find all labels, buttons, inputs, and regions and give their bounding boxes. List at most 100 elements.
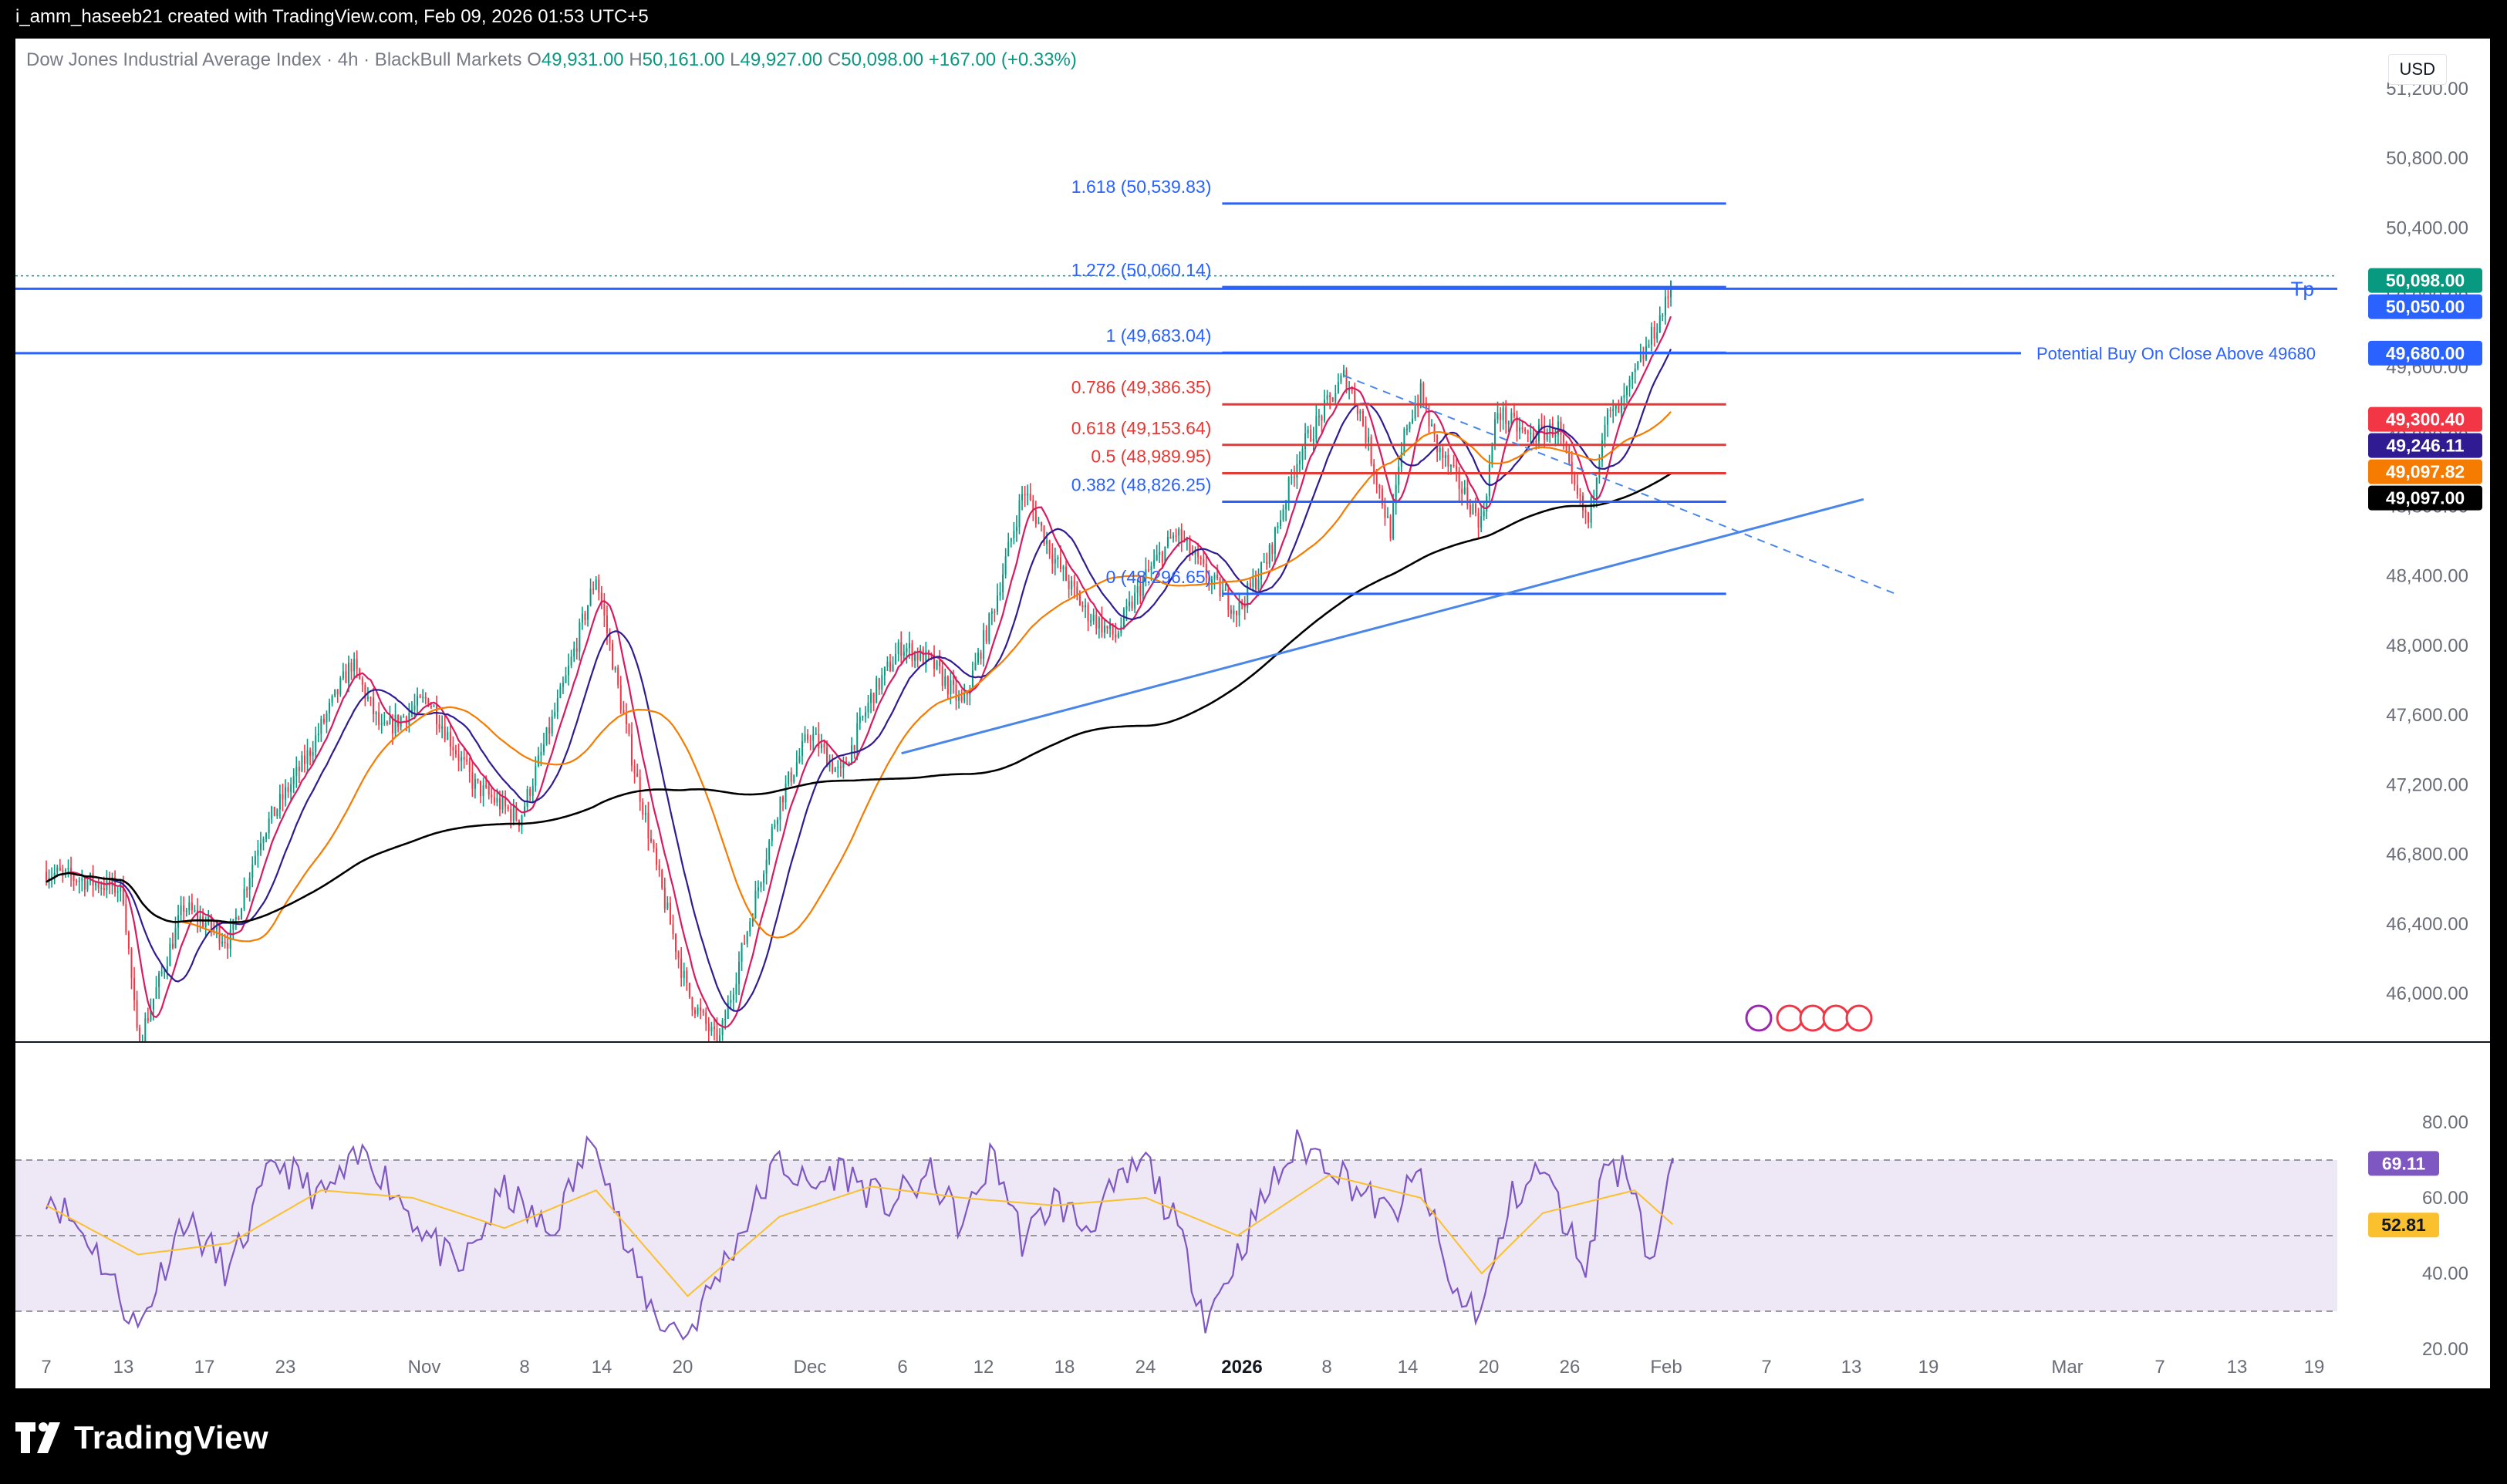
candle <box>493 797 495 803</box>
candle <box>174 927 177 949</box>
candle <box>491 794 493 798</box>
candle <box>1584 510 1587 513</box>
candle <box>1403 429 1405 453</box>
candle <box>477 778 479 781</box>
candle <box>1081 605 1084 608</box>
candle <box>1307 430 1309 433</box>
candle <box>273 806 275 817</box>
candle <box>1532 433 1534 441</box>
candle <box>86 881 89 890</box>
candle <box>1271 545 1274 555</box>
candle <box>749 921 751 933</box>
candle <box>394 714 396 734</box>
candle <box>463 757 465 760</box>
candle <box>1090 620 1092 622</box>
candle <box>966 693 968 695</box>
candle <box>1557 421 1559 435</box>
candle <box>1236 610 1238 616</box>
candle <box>224 942 226 943</box>
candle <box>801 740 803 756</box>
candle <box>779 796 781 820</box>
candle <box>92 873 94 886</box>
candle <box>100 887 103 889</box>
candle <box>955 684 957 701</box>
candle <box>1136 586 1139 593</box>
candle <box>633 765 636 774</box>
candle <box>1208 578 1210 583</box>
candle <box>1359 410 1361 414</box>
candle <box>1073 580 1075 587</box>
candle <box>238 917 240 920</box>
candle <box>524 806 526 816</box>
candle <box>1535 440 1537 442</box>
price-tick-label: 48,400.00 <box>2386 566 2468 587</box>
candle <box>883 666 886 676</box>
candle <box>471 772 474 789</box>
candle <box>1442 447 1444 458</box>
candle <box>1651 327 1653 345</box>
candle <box>848 762 850 764</box>
rsi-tick-label: 80.00 <box>2422 1112 2468 1133</box>
candle <box>78 880 80 882</box>
candle <box>988 613 990 642</box>
candle <box>1631 372 1634 379</box>
candle <box>730 1000 732 1003</box>
currency-button[interactable]: USD <box>2387 54 2447 85</box>
candle <box>1048 540 1051 555</box>
candle <box>510 809 512 821</box>
candle <box>719 1035 721 1041</box>
candle <box>1038 522 1040 524</box>
candle <box>886 661 889 667</box>
candle <box>565 675 567 683</box>
candle <box>537 755 539 766</box>
candle <box>474 778 476 789</box>
candle <box>221 942 224 944</box>
candle <box>1021 494 1024 501</box>
time-tick-label: 12 <box>973 1357 994 1378</box>
candle <box>774 824 776 828</box>
candle <box>150 1009 152 1021</box>
change-value: +167.00 (+0.33%) <box>928 49 1077 70</box>
candle <box>1029 493 1031 501</box>
drawings-layer: 1.618 (50,539.83) 1.272 (50,060.14) 1 (49,… <box>15 177 2337 1032</box>
price-tick-label: 47,600.00 <box>2386 705 2468 726</box>
time-tick-label: 19 <box>1918 1357 1939 1378</box>
candle <box>1601 440 1603 461</box>
candle <box>1648 344 1650 346</box>
time-tick-label: 7 <box>41 1357 51 1378</box>
candle <box>320 718 322 734</box>
candle <box>746 932 748 944</box>
candle <box>1161 551 1163 563</box>
candle <box>727 1002 729 1019</box>
candle <box>312 752 314 756</box>
candle <box>1373 464 1375 474</box>
close-label: C <box>827 49 842 70</box>
price-axis-badge <box>2368 485 2482 511</box>
candle <box>1480 516 1483 528</box>
candle <box>1554 434 1557 437</box>
candle <box>196 909 198 921</box>
candle <box>73 875 75 881</box>
candle <box>185 910 187 912</box>
candle <box>111 877 113 886</box>
candle <box>158 973 160 987</box>
candle <box>97 882 100 889</box>
candle <box>1010 538 1012 542</box>
candle <box>595 579 597 590</box>
candle <box>1034 509 1037 524</box>
chart-svg[interactable]: 1.618 (50,539.83) 1.272 (50,060.14) 1 (49,… <box>15 39 2490 1388</box>
time-tick-label: Mar <box>2051 1357 2083 1378</box>
candle <box>763 873 765 883</box>
candle <box>403 717 405 718</box>
candle <box>1071 580 1073 589</box>
candle <box>155 987 157 999</box>
fib-level-label: 0.382 (48,826.25) <box>1071 475 1212 495</box>
candle <box>1568 452 1571 462</box>
candle <box>1472 504 1474 514</box>
candle <box>922 649 924 665</box>
chart-frame[interactable]: 1.618 (50,539.83) 1.272 (50,060.14) 1 (49,… <box>15 39 2490 1388</box>
candle <box>1139 586 1142 596</box>
candle <box>422 696 424 698</box>
candle <box>1260 562 1263 580</box>
candle <box>707 1024 710 1032</box>
